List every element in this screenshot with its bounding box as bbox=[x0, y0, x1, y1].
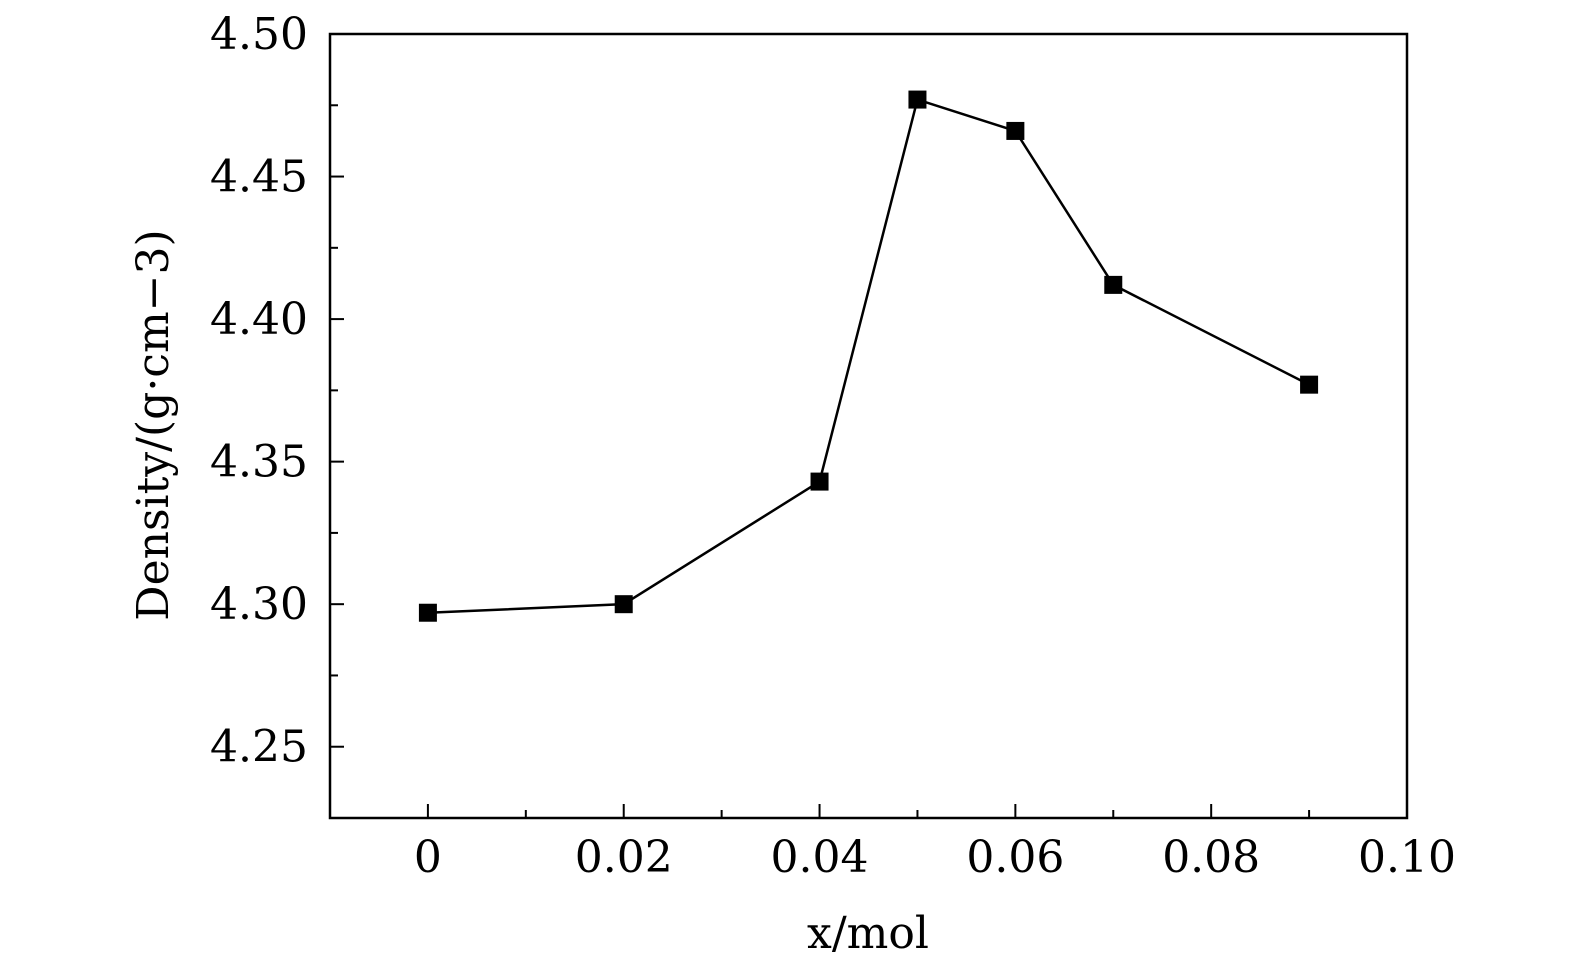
y-tick-label: 4.50 bbox=[210, 9, 308, 60]
y-axis-title: Density/(g·cm−3) bbox=[128, 229, 179, 620]
y-tick-label: 4.30 bbox=[210, 579, 308, 630]
x-tick-label: 0.08 bbox=[1162, 832, 1260, 883]
series-layer bbox=[418, 90, 1319, 622]
data-point-marker bbox=[614, 595, 633, 614]
data-point-marker bbox=[1104, 275, 1123, 294]
y-tick-label: 4.35 bbox=[210, 437, 308, 488]
data-point-marker bbox=[1300, 375, 1319, 394]
data-point-marker bbox=[908, 90, 927, 109]
axis-ticks bbox=[330, 33, 1408, 818]
x-axis-title: x/mol bbox=[807, 908, 929, 959]
y-tick-label: 4.45 bbox=[210, 152, 308, 203]
x-tick-label: 0.04 bbox=[771, 832, 869, 883]
x-tick-label: 0.10 bbox=[1358, 832, 1456, 883]
x-tick-label: 0 bbox=[414, 832, 442, 883]
x-tick-label: 0.02 bbox=[575, 832, 673, 883]
data-point-marker bbox=[810, 472, 829, 491]
tick-labels: 0 0.02 0.04 0.06 0.08 0.10 4.25 4.30 4.35 4.40 4.4… bbox=[210, 9, 1456, 883]
series-line bbox=[427, 97, 1310, 614]
x-tick-label: 0.06 bbox=[966, 832, 1064, 883]
y-tick-label: 4.40 bbox=[210, 294, 308, 345]
plot-frame bbox=[328, 32, 1409, 820]
data-point-marker bbox=[418, 603, 437, 622]
y-tick-label: 4.25 bbox=[210, 722, 308, 773]
data-point-marker bbox=[1006, 121, 1025, 140]
